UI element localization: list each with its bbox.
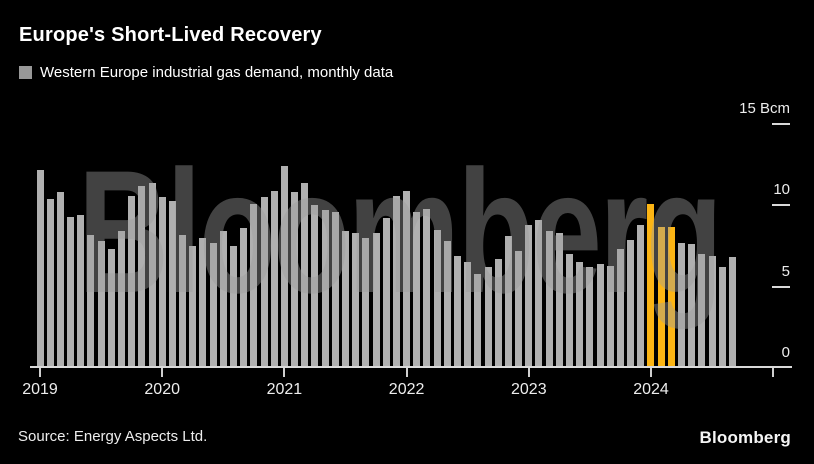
year-label: 2023 [511,381,547,398]
bar [362,237,370,368]
bar [728,257,736,368]
highlighted-bar [657,226,665,368]
bar [474,273,482,368]
bar [606,265,614,368]
year-label: 2022 [388,381,425,398]
bar [637,224,645,368]
bar [454,255,461,368]
highlighted-bar [667,226,675,368]
year-label: 2019 [22,381,58,398]
bar [280,166,288,368]
bar [229,246,237,368]
bar [678,242,686,368]
y-tick [772,204,790,207]
bar [36,169,44,368]
bar [494,259,502,368]
bar [209,242,217,368]
bar [97,241,105,368]
bar [586,267,594,368]
legend-label: Western Europe industrial gas demand, mo… [40,64,394,81]
bar [555,233,563,368]
bar [698,254,706,368]
year-tick [772,368,775,377]
bar [352,233,360,368]
bar [56,192,64,368]
bar [576,262,584,368]
bar [708,255,716,368]
bar [270,190,278,368]
bar [535,220,543,368]
bar [46,198,54,368]
bar [423,208,431,368]
bar [525,224,533,368]
bar [413,211,421,368]
y-tick [772,285,790,288]
y-tick-label: 5 [781,262,790,280]
legend: Western Europe industrial gas demand, mo… [19,64,393,81]
bar [372,233,380,368]
source-label: Source: Energy Aspects Ltd. [18,428,208,445]
bar [382,218,390,368]
year-label: 2020 [144,381,180,398]
bar [189,246,197,368]
y-tick-label: 0 [781,344,790,361]
bar [199,237,207,368]
bar [484,267,492,368]
page-title: Europe's Short-Lived Recovery [19,24,322,46]
bar [545,231,553,368]
bar [443,241,451,368]
year-tick [161,368,164,377]
bar [158,197,166,368]
bar [718,267,726,368]
y-tick-label: 15 Bcm [739,100,790,118]
bar [250,203,258,368]
bar [291,192,299,368]
bar [433,229,441,368]
bar [566,254,574,368]
bar [240,228,248,368]
year-label: 2021 [266,381,303,398]
bar [67,216,75,368]
bar [77,215,85,368]
bar [331,211,339,368]
bar [464,262,472,368]
year-tick [405,368,408,377]
bar [515,250,523,368]
highlighted-bar [647,203,655,368]
bar [301,182,309,368]
bar [107,249,115,368]
y-tick-label: 10 [773,181,790,199]
bar [341,231,349,368]
bloomberg-logo: Bloomberg [699,428,791,447]
bar [138,185,146,368]
y-tick [772,123,790,126]
bar [179,234,187,368]
year-tick [527,368,530,377]
year-label: 2024 [633,381,669,398]
bar [321,210,329,368]
year-tick [649,368,652,377]
bar [616,249,624,368]
year-tick [283,368,286,377]
bar [260,197,268,368]
bar [596,263,604,368]
bar [219,231,227,368]
bar [128,195,136,368]
bar [627,239,635,368]
x-axis-line [30,366,792,368]
bar [117,231,125,368]
year-tick [39,368,41,377]
bar [87,234,95,368]
bar [148,182,156,368]
bar [504,236,512,368]
bar [168,200,176,368]
bar [688,244,696,368]
legend-swatch-icon [19,66,32,79]
bar [403,190,411,368]
bar [311,205,319,368]
bar [392,195,400,368]
